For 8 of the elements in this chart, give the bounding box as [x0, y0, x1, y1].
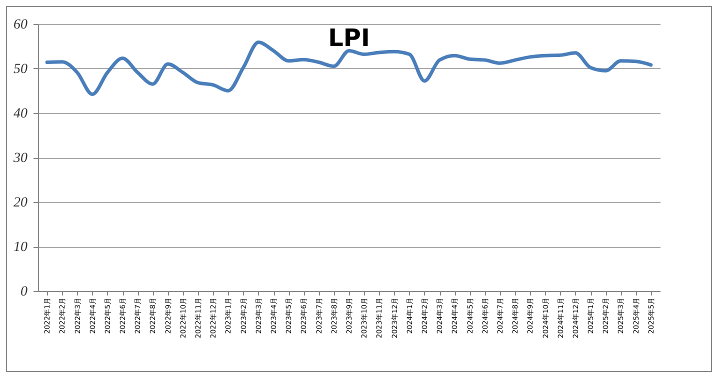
y-tick-label: 60	[14, 18, 28, 32]
y-tick-label: 50	[14, 62, 28, 77]
y-tick-label: 40	[14, 106, 28, 122]
y-tick-label: 20	[14, 196, 28, 210]
y-tick-label: 0	[20, 284, 28, 300]
y-tick-label: 10	[14, 240, 28, 255]
y-tick-label: 30	[12, 151, 28, 166]
chart-title: LPI	[328, 24, 370, 52]
